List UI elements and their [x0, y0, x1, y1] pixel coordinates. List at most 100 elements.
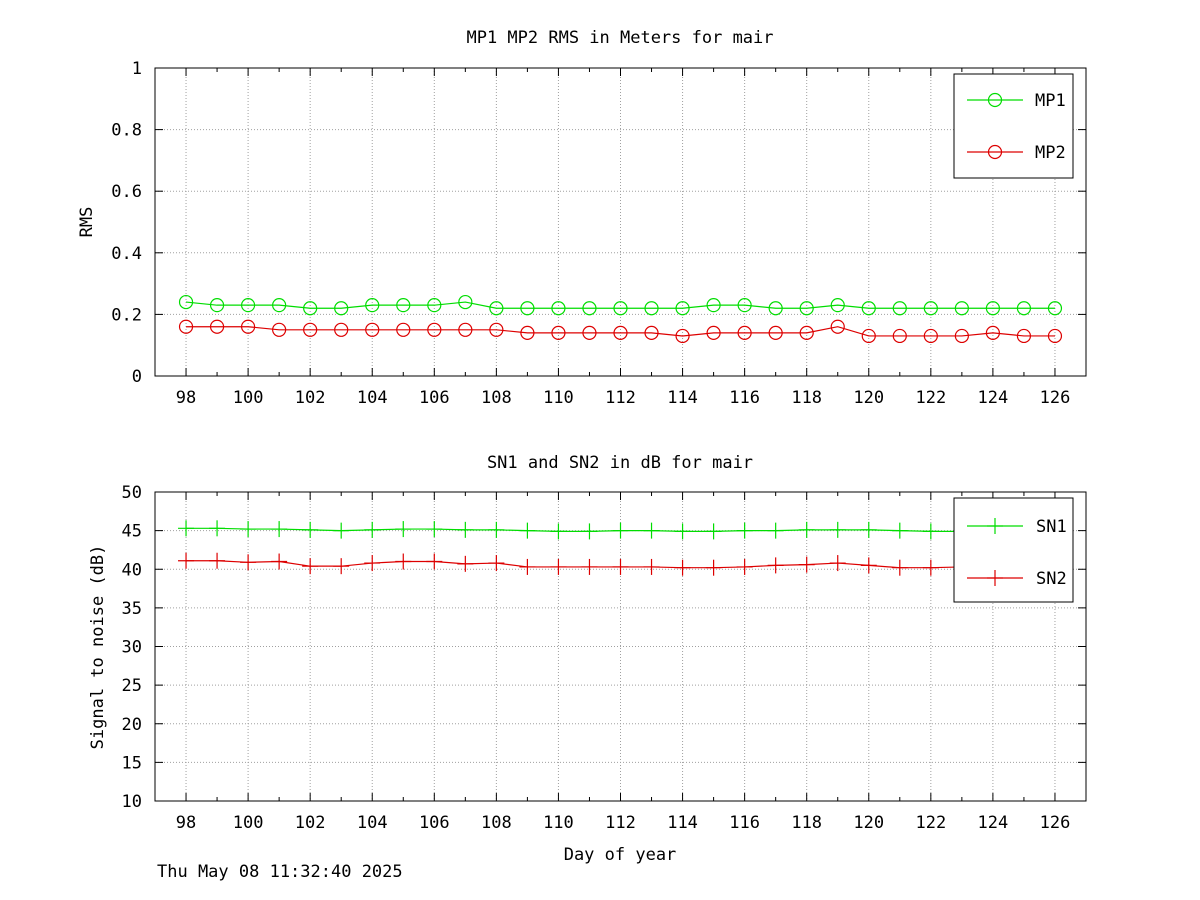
sn-series-sn1-point [736, 522, 753, 539]
rms-series-mp1-point [706, 298, 721, 313]
sn-x-tick-label: 106 [419, 813, 450, 833]
rms-series-mp1-point [365, 298, 380, 313]
rms-x-tick-label: 126 [1040, 388, 1071, 408]
rms-ticks: 98 100 102 104 106 108 110 112 114 116 118 120 122 12… [111, 59, 1086, 408]
rms-x-tick-label: 114 [667, 388, 698, 408]
timestamp: Thu May 08 11:32:40 2025 [157, 862, 403, 882]
legend-label-sn2: SN2 [1036, 569, 1067, 589]
sn-series-sn2-point [767, 557, 784, 574]
rms-series-mp2-point [458, 322, 473, 337]
sn-y-tick-label: 20 [122, 715, 142, 735]
sn-y-tick-label: 35 [122, 599, 142, 619]
sn-series-sn2-point [209, 552, 226, 569]
sn-series-sn1-point [612, 522, 629, 539]
rms-series-mp1-point [985, 301, 1001, 316]
sn-series-sn2-point [271, 553, 288, 570]
sn-x-tick-label: 126 [1040, 813, 1071, 833]
sn-x-tick-label: 104 [357, 813, 388, 833]
rms-y-tick-label: 0.8 [111, 121, 142, 141]
legend-sample-mp2 [967, 144, 1023, 160]
rms-series-mp2-point [1047, 328, 1063, 344]
rms-series-mp1-point [644, 301, 659, 316]
legend-marker-mp1 [987, 92, 1003, 108]
legend-label-mp1: MP1 [1035, 91, 1066, 111]
rms-series-mp1-point [551, 301, 566, 316]
legend-marker-sn2 [987, 570, 1003, 586]
rms-series-mp2-point [954, 328, 969, 344]
rms-series-mp2-point [985, 325, 1001, 340]
rms-y-tick-label: 0.6 [111, 182, 142, 202]
rms-x-tick-label: 106 [419, 388, 450, 408]
sn-x-tick-label: 100 [233, 813, 264, 833]
rms-panel: MP1 MP2 RMS in Meters for mair 98 100 102 1… [77, 28, 1087, 408]
sn-y-tick-label: 45 [122, 522, 142, 542]
sn-series-sn2-point [488, 555, 505, 572]
rms-chart-title: MP1 MP2 RMS in Meters for mair [466, 28, 773, 48]
sn-series-sn1-point [333, 522, 350, 539]
sn-series-sn1-point [426, 521, 443, 538]
rms-series-mp1-point [396, 298, 411, 313]
rms-series-mp1-point [613, 301, 628, 316]
rms-series-mp2-point [582, 325, 597, 340]
sn-series-sn2-point [302, 558, 319, 575]
sn-x-tick-label: 108 [481, 813, 512, 833]
legend-label-mp2: MP2 [1035, 143, 1066, 163]
sn-x-tick-label: 124 [978, 813, 1009, 833]
sn-series-sn2-point [891, 559, 908, 576]
sn-series-sn1-point [674, 523, 691, 540]
rms-series-mp1-point [209, 298, 225, 313]
sn-series-sn2-point [178, 552, 195, 569]
sn-ticks: 98 100 102 104 106 108 110 112 114 116 118 120 122 12… [122, 483, 1086, 833]
sn-series-sn2-point [829, 555, 846, 572]
sn-series-sn2-point [922, 559, 939, 576]
legend-marker-sn1 [987, 518, 1003, 534]
rms-series-mp1-point [923, 301, 938, 316]
rms-series-mp1-point [489, 301, 504, 316]
rms-series-mp2-point [209, 319, 225, 334]
sn-x-tick-label: 98 [176, 813, 196, 833]
sn-series-sn1-point [891, 522, 908, 539]
legend-sample-sn1 [967, 518, 1023, 534]
sn-panel: SN1 and SN2 in dB for mair 98 100 102 104 10… [88, 453, 1087, 865]
sn-series-sn1-point [488, 521, 505, 538]
rms-x-tick-label: 98 [176, 388, 196, 408]
rms-x-tick-label: 122 [915, 388, 946, 408]
rms-x-tick-label: 112 [605, 388, 636, 408]
rms-series-mp2-line [186, 326, 1055, 337]
sn-series-sn2-point [333, 558, 350, 575]
sn-series-sn1-point [271, 521, 288, 538]
rms-x-tick-label: 110 [543, 388, 574, 408]
rms-y-tick-label: 1 [132, 59, 142, 79]
sn-x-tick-label: 110 [543, 813, 574, 833]
rms-series-mp2-point [303, 322, 318, 337]
sn-series-sn1-point [364, 521, 381, 538]
rms-series-mp2-point [334, 322, 349, 337]
rms-series-mp2-point [613, 325, 628, 340]
sn-series-sn1-point [798, 521, 815, 538]
sn-series-sn2-point [736, 558, 753, 575]
sn-series-sn2-point [643, 558, 660, 575]
rms-y-tick-label: 0 [132, 367, 142, 387]
sn-series-sn2-point [457, 555, 474, 572]
rms-x-tick-label: 124 [978, 388, 1009, 408]
sn-series-sn2-point [240, 554, 257, 571]
rms-x-tick-label: 118 [791, 388, 822, 408]
rms-series-mp2-point [178, 319, 194, 334]
sn-series-sn2-point [550, 558, 567, 575]
rms-series-mp2-point [923, 328, 938, 344]
rms-series-mp1-point [427, 298, 442, 313]
sn-x-tick-label: 120 [853, 813, 884, 833]
rms-series-mp2-point [396, 322, 411, 337]
sn-series-sn1-point [209, 520, 226, 537]
rms-series-mp1 [178, 294, 1063, 316]
sn-series-sn1-point [178, 520, 195, 537]
rms-series-mp1-point [799, 301, 814, 316]
sn-series-sn2-point [426, 553, 443, 570]
rms-series-mp2-point [489, 322, 504, 337]
sn-y-tick-label: 10 [122, 792, 142, 812]
rms-series-mp1-point [582, 301, 597, 316]
rms-legend: MP1 MP2 [953, 73, 1074, 179]
sn-legend-box [953, 497, 1074, 603]
rms-series-mp2-point [830, 319, 845, 334]
